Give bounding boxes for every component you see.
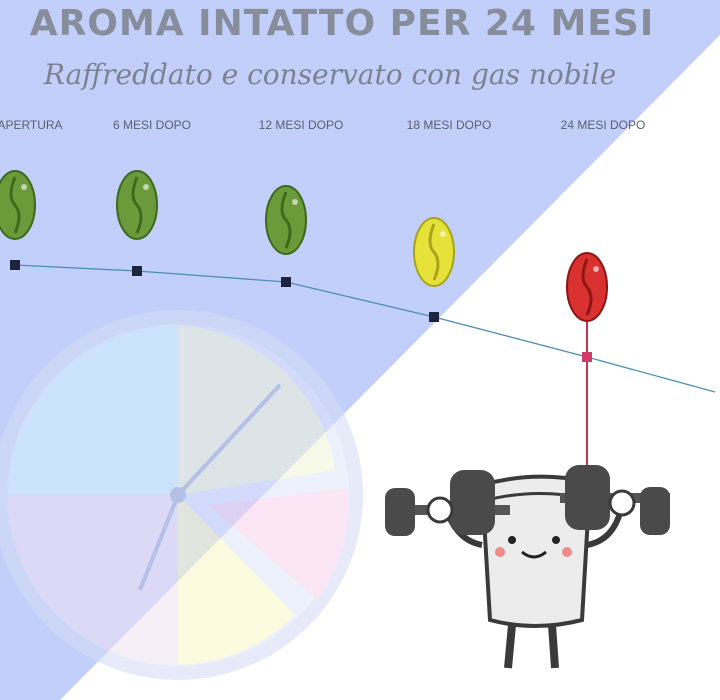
bean-groove xyxy=(581,258,593,316)
clock-hand xyxy=(138,494,180,591)
weight xyxy=(450,470,495,535)
slice xyxy=(8,325,178,495)
eye xyxy=(508,536,516,544)
clock xyxy=(0,310,363,680)
subtitle: Raffreddato e conservato con gas nobile xyxy=(43,58,616,91)
timeline-label: 6 MESI DOPO xyxy=(113,118,191,132)
timeline-point xyxy=(582,352,592,362)
timeline-point xyxy=(281,277,291,287)
beans xyxy=(0,170,608,362)
clock-hand xyxy=(176,383,282,497)
timeline-label: 24 MESI DOPO xyxy=(561,118,646,132)
timeline-point xyxy=(10,260,20,270)
weight xyxy=(640,487,670,535)
title: AROMA INTATTO PER 24 MESI xyxy=(30,3,654,44)
smile xyxy=(521,550,547,559)
timeline-label: 12 MESI DOPO xyxy=(259,118,344,132)
bean-shine xyxy=(21,184,27,190)
bean-shine xyxy=(292,199,298,205)
bean-groove xyxy=(428,223,440,281)
weight xyxy=(565,465,610,530)
cheek xyxy=(562,547,572,557)
bean-groove xyxy=(9,176,21,234)
timeline-point xyxy=(132,266,142,276)
cheek xyxy=(495,547,505,557)
clock-center xyxy=(170,487,186,503)
hand xyxy=(608,489,636,517)
leg xyxy=(504,624,516,669)
hand xyxy=(426,496,454,524)
bean-shine xyxy=(143,184,149,190)
bean-groove xyxy=(280,191,292,249)
leg xyxy=(548,624,559,669)
weight xyxy=(385,488,415,536)
timeline-line xyxy=(14,264,716,393)
timeline-point xyxy=(429,312,439,322)
slice xyxy=(8,495,178,665)
bean-shine xyxy=(593,266,599,272)
timeline-label: APERTURA xyxy=(0,118,63,132)
slice xyxy=(208,488,349,600)
slice xyxy=(178,495,295,665)
character xyxy=(385,465,670,669)
bean-groove xyxy=(131,176,143,234)
eye xyxy=(552,536,560,544)
bean-shine xyxy=(440,231,446,237)
timeline-label: 18 MESI DOPO xyxy=(407,118,492,132)
